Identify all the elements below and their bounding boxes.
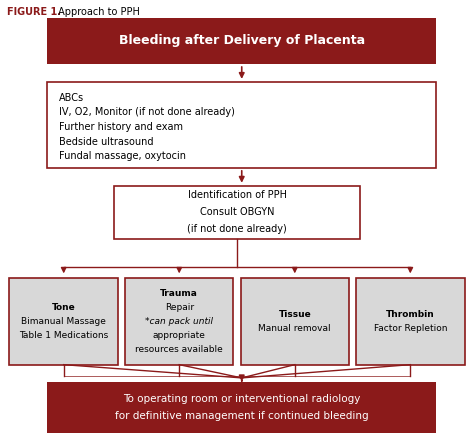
Text: for definitive management if continued bleeding: for definitive management if continued b… (115, 411, 369, 421)
Text: Consult OBGYN: Consult OBGYN (200, 207, 274, 217)
Text: *can pack until: *can pack until (145, 317, 213, 326)
FancyBboxPatch shape (47, 82, 436, 168)
Text: Factor Repletion: Factor Repletion (374, 324, 447, 333)
Text: ABCs: ABCs (59, 93, 84, 103)
Text: appropriate: appropriate (153, 331, 206, 340)
Text: Fundal massage, oxytocin: Fundal massage, oxytocin (59, 151, 186, 161)
Text: Approach to PPH: Approach to PPH (55, 7, 139, 17)
Text: Manual removal: Manual removal (258, 324, 331, 333)
FancyBboxPatch shape (47, 18, 436, 64)
Text: Repair: Repair (164, 303, 194, 312)
FancyBboxPatch shape (114, 186, 360, 239)
FancyBboxPatch shape (47, 382, 436, 433)
Text: (if not done already): (if not done already) (187, 224, 287, 234)
FancyBboxPatch shape (125, 278, 233, 365)
Text: To operating room or interventional radiology: To operating room or interventional radi… (123, 394, 360, 404)
FancyBboxPatch shape (240, 278, 349, 365)
Text: Bleeding after Delivery of Placenta: Bleeding after Delivery of Placenta (118, 34, 365, 47)
Text: Further history and exam: Further history and exam (59, 122, 183, 132)
FancyBboxPatch shape (9, 278, 118, 365)
Text: Identification of PPH: Identification of PPH (188, 191, 286, 200)
Text: resources available: resources available (136, 345, 223, 354)
FancyBboxPatch shape (356, 278, 465, 365)
Text: FIGURE 1.: FIGURE 1. (7, 7, 61, 17)
Text: Tone: Tone (52, 303, 75, 312)
Text: IV, O2, Monitor (if not done already): IV, O2, Monitor (if not done already) (59, 107, 235, 118)
Text: Table 1 Medications: Table 1 Medications (19, 331, 109, 340)
Text: Bedside ultrasound: Bedside ultrasound (59, 137, 154, 147)
Text: Thrombin: Thrombin (386, 310, 435, 319)
Text: Tissue: Tissue (278, 310, 311, 319)
Text: Trauma: Trauma (160, 289, 198, 298)
Text: Bimanual Massage: Bimanual Massage (21, 317, 106, 326)
